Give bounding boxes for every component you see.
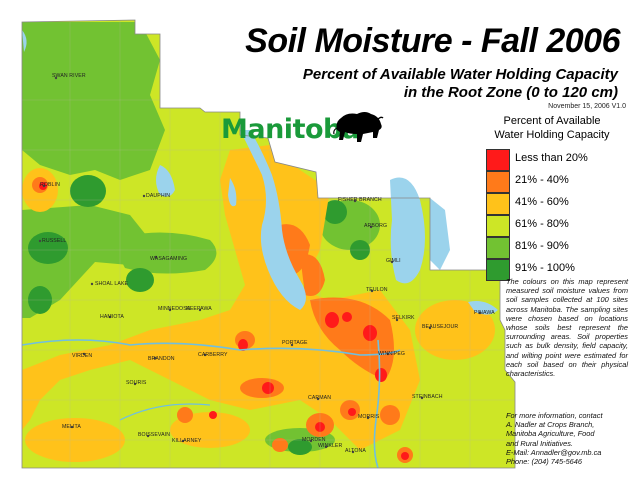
town-label: SELKIRK [392,315,415,321]
town-label: ROBLIN [40,182,60,188]
zone-lt20-5 [238,339,248,351]
town-label: VIRDEN [72,353,93,359]
legend-label: 41% - 60% [515,196,569,208]
bison-icon [333,112,384,142]
zone-81-90-riding-mtn [110,232,217,274]
contact-line1: For more information, contact [506,411,603,420]
lake-small-nw [22,30,27,52]
lake-winnipeg [390,177,425,284]
zone-lt20-8 [348,408,356,416]
legend-title-line2: Water Holding Capacity [494,129,610,141]
legend-swatch [486,215,510,237]
zone-21-40-steinbach-west [380,405,400,425]
zone-91-100-russell [28,232,68,264]
zone-lt20-6 [262,382,274,394]
town-label: GIMLI [386,258,401,264]
zone-81-90-northwest [22,22,165,180]
town-label: TEULON [366,287,388,293]
town-label: MORDEN [302,437,326,443]
version-date: November 15, 2006 V1.0 [548,103,626,110]
legend-title-line1: Percent of Available [503,115,601,127]
town-label: ARBORG [364,223,388,229]
town-label: WASAGAMING [150,256,188,262]
town-label: MELITA [62,424,81,430]
zone-91-100-dauphin-west [70,175,106,207]
legend-label: Less than 20% [515,152,588,164]
town-label: HAMIOTA [100,314,124,320]
zone-lt20-9 [209,411,217,419]
zone-91-100-fisher [323,200,347,224]
contact-email: E-Mail: Annadler@gov.mb.ca [506,447,602,457]
town-label: BEAUSEJOUR [422,324,459,330]
town-label: NEEPAWA [186,306,212,312]
zone-21-40-boissevain [177,407,193,423]
contact-info: For more information, contact A. Nadler … [506,411,630,466]
town-label: CARBERRY [198,352,228,358]
legend-swatch [486,149,510,171]
legend-swatch [486,259,510,281]
legend-swatch [486,237,510,259]
town-label: RUSSELL [42,238,67,244]
town-label: SOURIS [126,380,147,386]
town-label: PINAWA [474,310,495,316]
subtitle-line2: in the Root Zone (0 to 120 cm) [403,84,618,101]
town-label: MINNEDOSA [158,306,191,312]
town-label: WINKLER [318,443,343,449]
map-title: Soil Moisture - Fall 2006 [245,22,620,60]
legend-swatch [486,193,510,215]
assiniboine-river [22,339,401,356]
town-label: WINNIPEG [378,351,406,357]
town-label: SWAN RIVER [52,73,86,79]
legend-label: 81% - 90% [515,240,569,252]
subtitle-line1: Percent of Available Water Holding Capac… [302,66,618,83]
zone-lt20-3 [342,312,352,322]
town-label: BOISSEVAIN [138,432,171,438]
lake-winnipeg-east [430,198,450,270]
town-label: ALTONA [345,448,366,454]
lakes [22,30,498,315]
legend-swatch [486,171,510,193]
contact-line4: and Rural Initiatives. [506,438,573,448]
zone-lt20-11 [401,452,409,460]
town-label: PORTAGE [282,340,308,346]
town-label: KILLARNEY [172,438,202,444]
lake-manitoba [240,130,306,310]
map-subtitle: Percent of Available Water Holding Capac… [218,66,618,102]
town-markers [38,76,482,454]
zone-21-40-morden-west [272,438,288,452]
souris-river [119,403,211,421]
contact-line2: A. Nadler at Crops Branch, [506,420,595,430]
town-label: FISHER BRANCH [338,197,382,203]
contact-line3: Manitoba Agriculture, Food [506,429,595,439]
lake-pinawa [468,301,498,315]
dauphin-lake [156,165,175,197]
map-explanation-note: The colours on this map represent measur… [506,277,628,379]
legend-label: 21% - 40% [515,174,569,186]
zone-lt20-4 [375,368,387,382]
zone-41-60-beausejour [415,300,495,360]
zone-91-100-shoal [126,268,154,292]
town-label: CARMAN [308,395,332,401]
contact-phone: Phone: (204) 745-5646 [506,457,583,467]
province-boundary [21,19,516,469]
town-label: DAUPHIN [146,193,171,199]
town-label: STEINBACH [412,394,443,400]
zone-91-100-morden [288,439,312,455]
legend-title: Percent of Available Water Holding Capac… [486,114,618,142]
legend-label: 91% - 100% [515,262,575,274]
lake-manitoba-north [228,178,237,207]
zone-lt20-1 [325,312,339,328]
town-label: MORRIS [358,414,380,420]
red-river [373,339,381,468]
town-label: BRANDON [148,356,175,362]
legend-label: 61% - 80% [515,218,569,230]
town-label: SHOAL LAKE [95,281,129,287]
zone-21-40-lake-east [300,254,325,296]
zone-41-60-central [22,145,420,450]
